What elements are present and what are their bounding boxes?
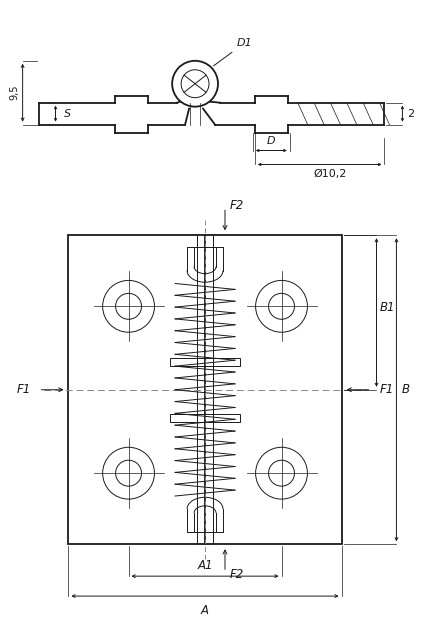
Text: B1: B1: [379, 301, 395, 314]
Bar: [170, 414, 240, 422]
Text: B: B: [402, 383, 409, 396]
Bar: [170, 358, 240, 366]
Text: A: A: [201, 604, 209, 617]
Text: F1: F1: [379, 383, 394, 396]
Text: 9,5: 9,5: [10, 85, 20, 100]
Text: Ø10,2: Ø10,2: [313, 169, 346, 179]
Text: F2: F2: [230, 199, 244, 212]
Text: F1: F1: [16, 383, 31, 396]
Text: D1: D1: [214, 38, 253, 66]
Text: F2: F2: [230, 568, 244, 581]
Text: D: D: [267, 136, 276, 146]
Text: 2: 2: [407, 108, 415, 118]
Text: A1: A1: [198, 559, 213, 572]
Bar: [68, 235, 341, 545]
Text: S: S: [64, 108, 71, 118]
